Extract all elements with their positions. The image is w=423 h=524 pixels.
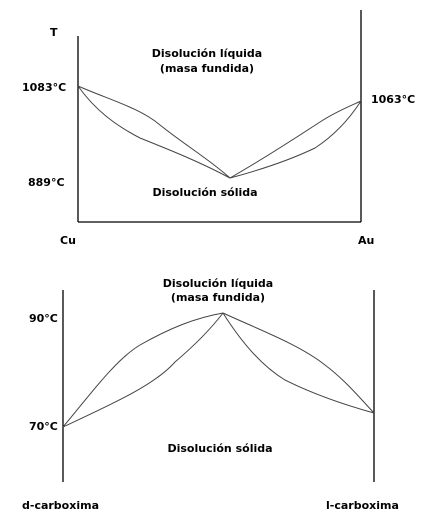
liquidus-curve-right bbox=[229, 100, 362, 179]
temperature-axis-label: T bbox=[50, 26, 58, 39]
left-component-label-2: d-carboxima bbox=[22, 499, 99, 512]
right-component-label: Au bbox=[358, 234, 374, 247]
solidus-curve-right-2 bbox=[222, 312, 375, 414]
minimum-point-label: 889°C bbox=[28, 176, 65, 189]
solidus-curve-left-2 bbox=[62, 312, 224, 428]
solidus-curve-right bbox=[229, 100, 362, 179]
liquid-region-sublabel: (masa fundida) bbox=[160, 62, 254, 75]
right-melting-point-label: 1063°C bbox=[371, 93, 415, 106]
liquid-region-label: Disolución líquida bbox=[152, 47, 262, 60]
liquidus-curve-left-2 bbox=[62, 312, 224, 428]
right-component-label-2: l-carboxima bbox=[326, 499, 399, 512]
liquid-region-sublabel-2: (masa fundida) bbox=[171, 291, 265, 304]
liquid-region-label-2: Disolución líquida bbox=[163, 277, 273, 290]
liquidus-curve-right-2 bbox=[222, 312, 375, 414]
solidus-curve-left bbox=[77, 85, 231, 179]
maximum-point-label: 90°C bbox=[29, 312, 58, 325]
left-component-label: Cu bbox=[60, 234, 76, 247]
diagram-cu-au: T Disolución líquida (masa fundida) Diso… bbox=[22, 10, 415, 247]
diagram-carboxima: Disolución líquida (masa fundida) Disolu… bbox=[22, 277, 399, 512]
left-melting-point-label: 1083°C bbox=[22, 81, 66, 94]
solid-region-label-2: Disolución sólida bbox=[167, 442, 272, 455]
solid-region-label: Disolución sólida bbox=[152, 186, 257, 199]
liquidus-curve-left bbox=[77, 85, 231, 179]
edge-point-label: 70°C bbox=[29, 420, 58, 433]
